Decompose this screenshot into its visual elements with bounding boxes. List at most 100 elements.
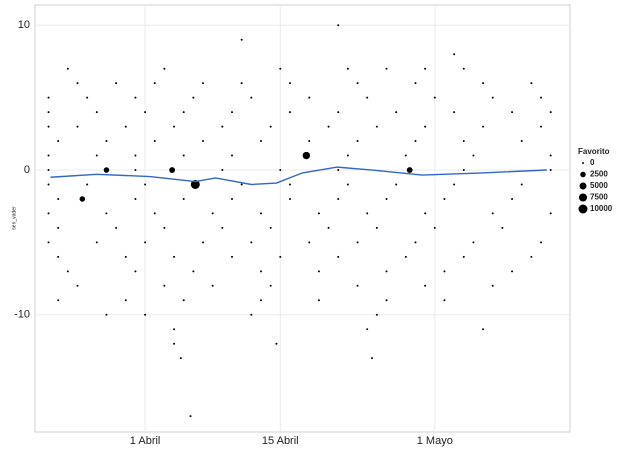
point — [103, 167, 110, 173]
point — [540, 125, 543, 128]
point — [259, 212, 262, 215]
point — [182, 197, 185, 200]
point — [549, 154, 552, 157]
point — [192, 270, 195, 273]
y-tick-label: 0 — [24, 164, 30, 176]
point — [530, 255, 533, 258]
point — [424, 67, 427, 70]
point — [202, 82, 205, 85]
x-tick-label: 1 Abril — [130, 435, 161, 447]
point — [47, 154, 50, 157]
point — [414, 140, 417, 143]
point — [491, 212, 494, 215]
point — [317, 270, 320, 273]
point — [549, 111, 552, 114]
point — [95, 241, 98, 244]
point — [288, 82, 291, 85]
point — [404, 154, 407, 157]
legend-key — [582, 162, 584, 164]
point — [66, 270, 69, 273]
point — [491, 96, 494, 99]
point — [47, 241, 50, 244]
point — [356, 140, 359, 143]
point — [346, 154, 349, 157]
point — [202, 241, 205, 244]
point — [66, 67, 69, 70]
point — [549, 169, 552, 172]
point — [153, 82, 156, 85]
point — [182, 154, 185, 157]
point — [346, 183, 349, 186]
point — [189, 415, 192, 418]
point — [366, 212, 369, 215]
point — [190, 179, 200, 189]
point — [259, 140, 262, 143]
legend-label: 7500 — [590, 193, 608, 202]
point — [540, 241, 543, 244]
point — [404, 255, 407, 258]
y-axis-label: sen_vader — [11, 206, 17, 230]
point — [549, 212, 552, 215]
point — [115, 226, 118, 229]
point — [76, 125, 79, 128]
legend-title: Favorito — [578, 147, 610, 156]
point — [279, 169, 282, 172]
point — [530, 82, 533, 85]
point — [250, 241, 253, 244]
point — [453, 111, 456, 114]
point — [443, 299, 446, 302]
point — [443, 197, 446, 200]
point — [288, 197, 291, 200]
point — [144, 313, 147, 316]
point — [337, 169, 340, 172]
point — [231, 111, 234, 114]
point — [462, 255, 465, 258]
point — [424, 284, 427, 287]
point — [144, 111, 147, 114]
point — [47, 111, 50, 114]
point — [337, 24, 340, 27]
point — [153, 140, 156, 143]
point — [308, 241, 311, 244]
point — [279, 67, 282, 70]
point — [163, 284, 166, 287]
point — [462, 140, 465, 143]
y-tick-label: -10 — [14, 309, 30, 321]
point — [453, 183, 456, 186]
point — [57, 140, 60, 143]
point — [366, 96, 369, 99]
point — [124, 299, 127, 302]
point — [221, 169, 224, 172]
point — [231, 197, 234, 200]
point — [105, 313, 108, 316]
point — [240, 38, 243, 41]
point — [337, 111, 340, 114]
point — [462, 67, 465, 70]
point — [337, 197, 340, 200]
point — [124, 255, 127, 258]
point — [163, 226, 166, 229]
point — [144, 241, 147, 244]
point — [211, 284, 214, 287]
point — [385, 299, 388, 302]
point — [385, 67, 388, 70]
point — [424, 125, 427, 128]
point — [317, 212, 320, 215]
point — [356, 82, 359, 85]
point — [134, 96, 137, 99]
point — [182, 299, 185, 302]
point — [95, 111, 98, 114]
point — [144, 183, 147, 186]
point — [173, 328, 176, 331]
point — [275, 342, 278, 345]
point — [192, 96, 195, 99]
point — [308, 96, 311, 99]
legend-key — [578, 193, 588, 202]
smooth-line — [50, 166, 547, 186]
point — [540, 96, 543, 99]
point — [105, 212, 108, 215]
point — [395, 183, 398, 186]
point — [482, 328, 485, 331]
point — [511, 197, 514, 200]
